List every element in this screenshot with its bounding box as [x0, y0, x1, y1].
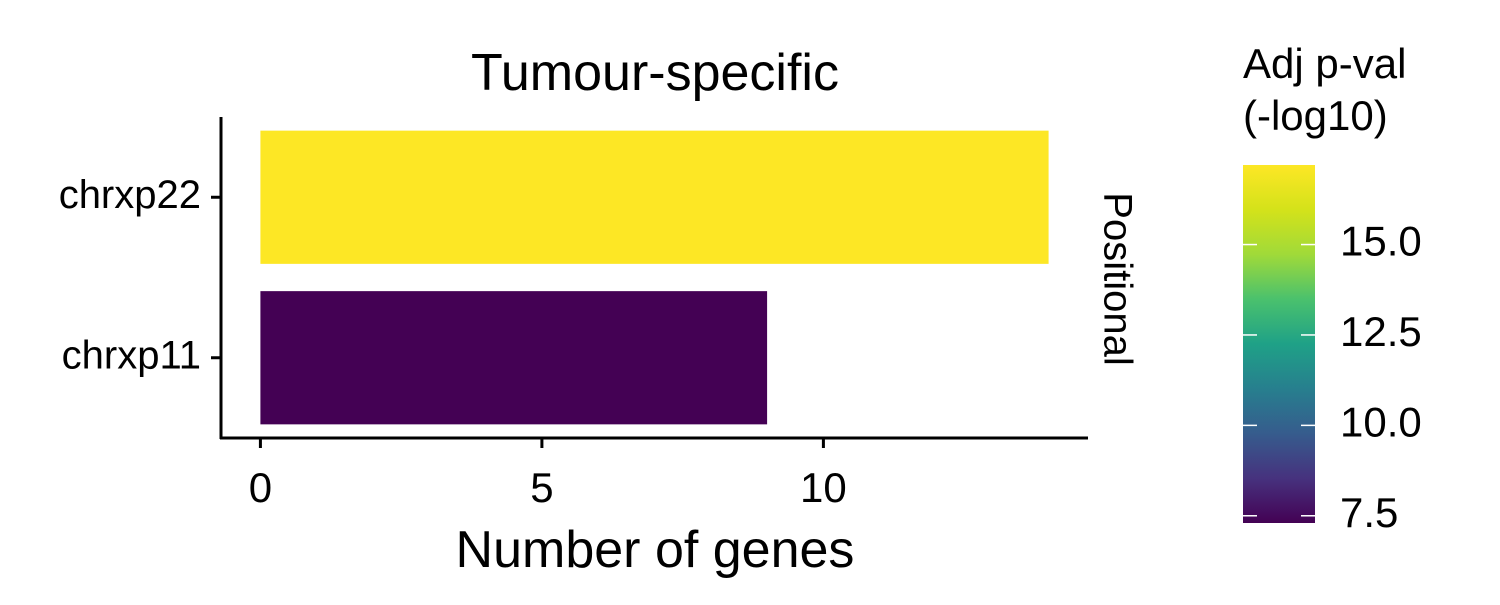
bars-layer	[260, 130, 1049, 425]
colorbar	[1243, 165, 1315, 523]
x-tick-label: 10	[800, 464, 847, 511]
colorbar-legend: Adj p-val (-log10) 7.5 10.0 12.5 15.0	[1243, 40, 1422, 536]
bar-chrxp11	[260, 291, 768, 425]
y-tick-label: chrxp11	[62, 333, 201, 377]
colorbar-tick-label: 12.5	[1340, 308, 1422, 355]
bar-chrxp22	[260, 130, 1049, 264]
y-ticks: chrxp22 chrxp11	[59, 173, 221, 377]
facet-strip-label: Positional	[1095, 192, 1139, 365]
x-tick-label: 5	[530, 464, 553, 511]
colorbar-ticks: 7.5 10.0 12.5 15.0	[1243, 218, 1422, 536]
chart-title: Tumour-specific	[471, 44, 839, 102]
legend-title-line-1: Adj p-val	[1243, 40, 1406, 87]
legend-title-line-2: (-log10)	[1243, 92, 1388, 139]
x-tick-label: 0	[249, 464, 272, 511]
colorbar-tick-label: 15.0	[1340, 218, 1422, 265]
x-ticks: 0 5 10	[249, 438, 847, 511]
colorbar-tick-label: 10.0	[1340, 398, 1422, 445]
colorbar-tick-label: 7.5	[1340, 489, 1398, 536]
x-axis-label: Number of genes	[456, 521, 855, 579]
y-tick-label: chrxp22	[59, 173, 201, 217]
